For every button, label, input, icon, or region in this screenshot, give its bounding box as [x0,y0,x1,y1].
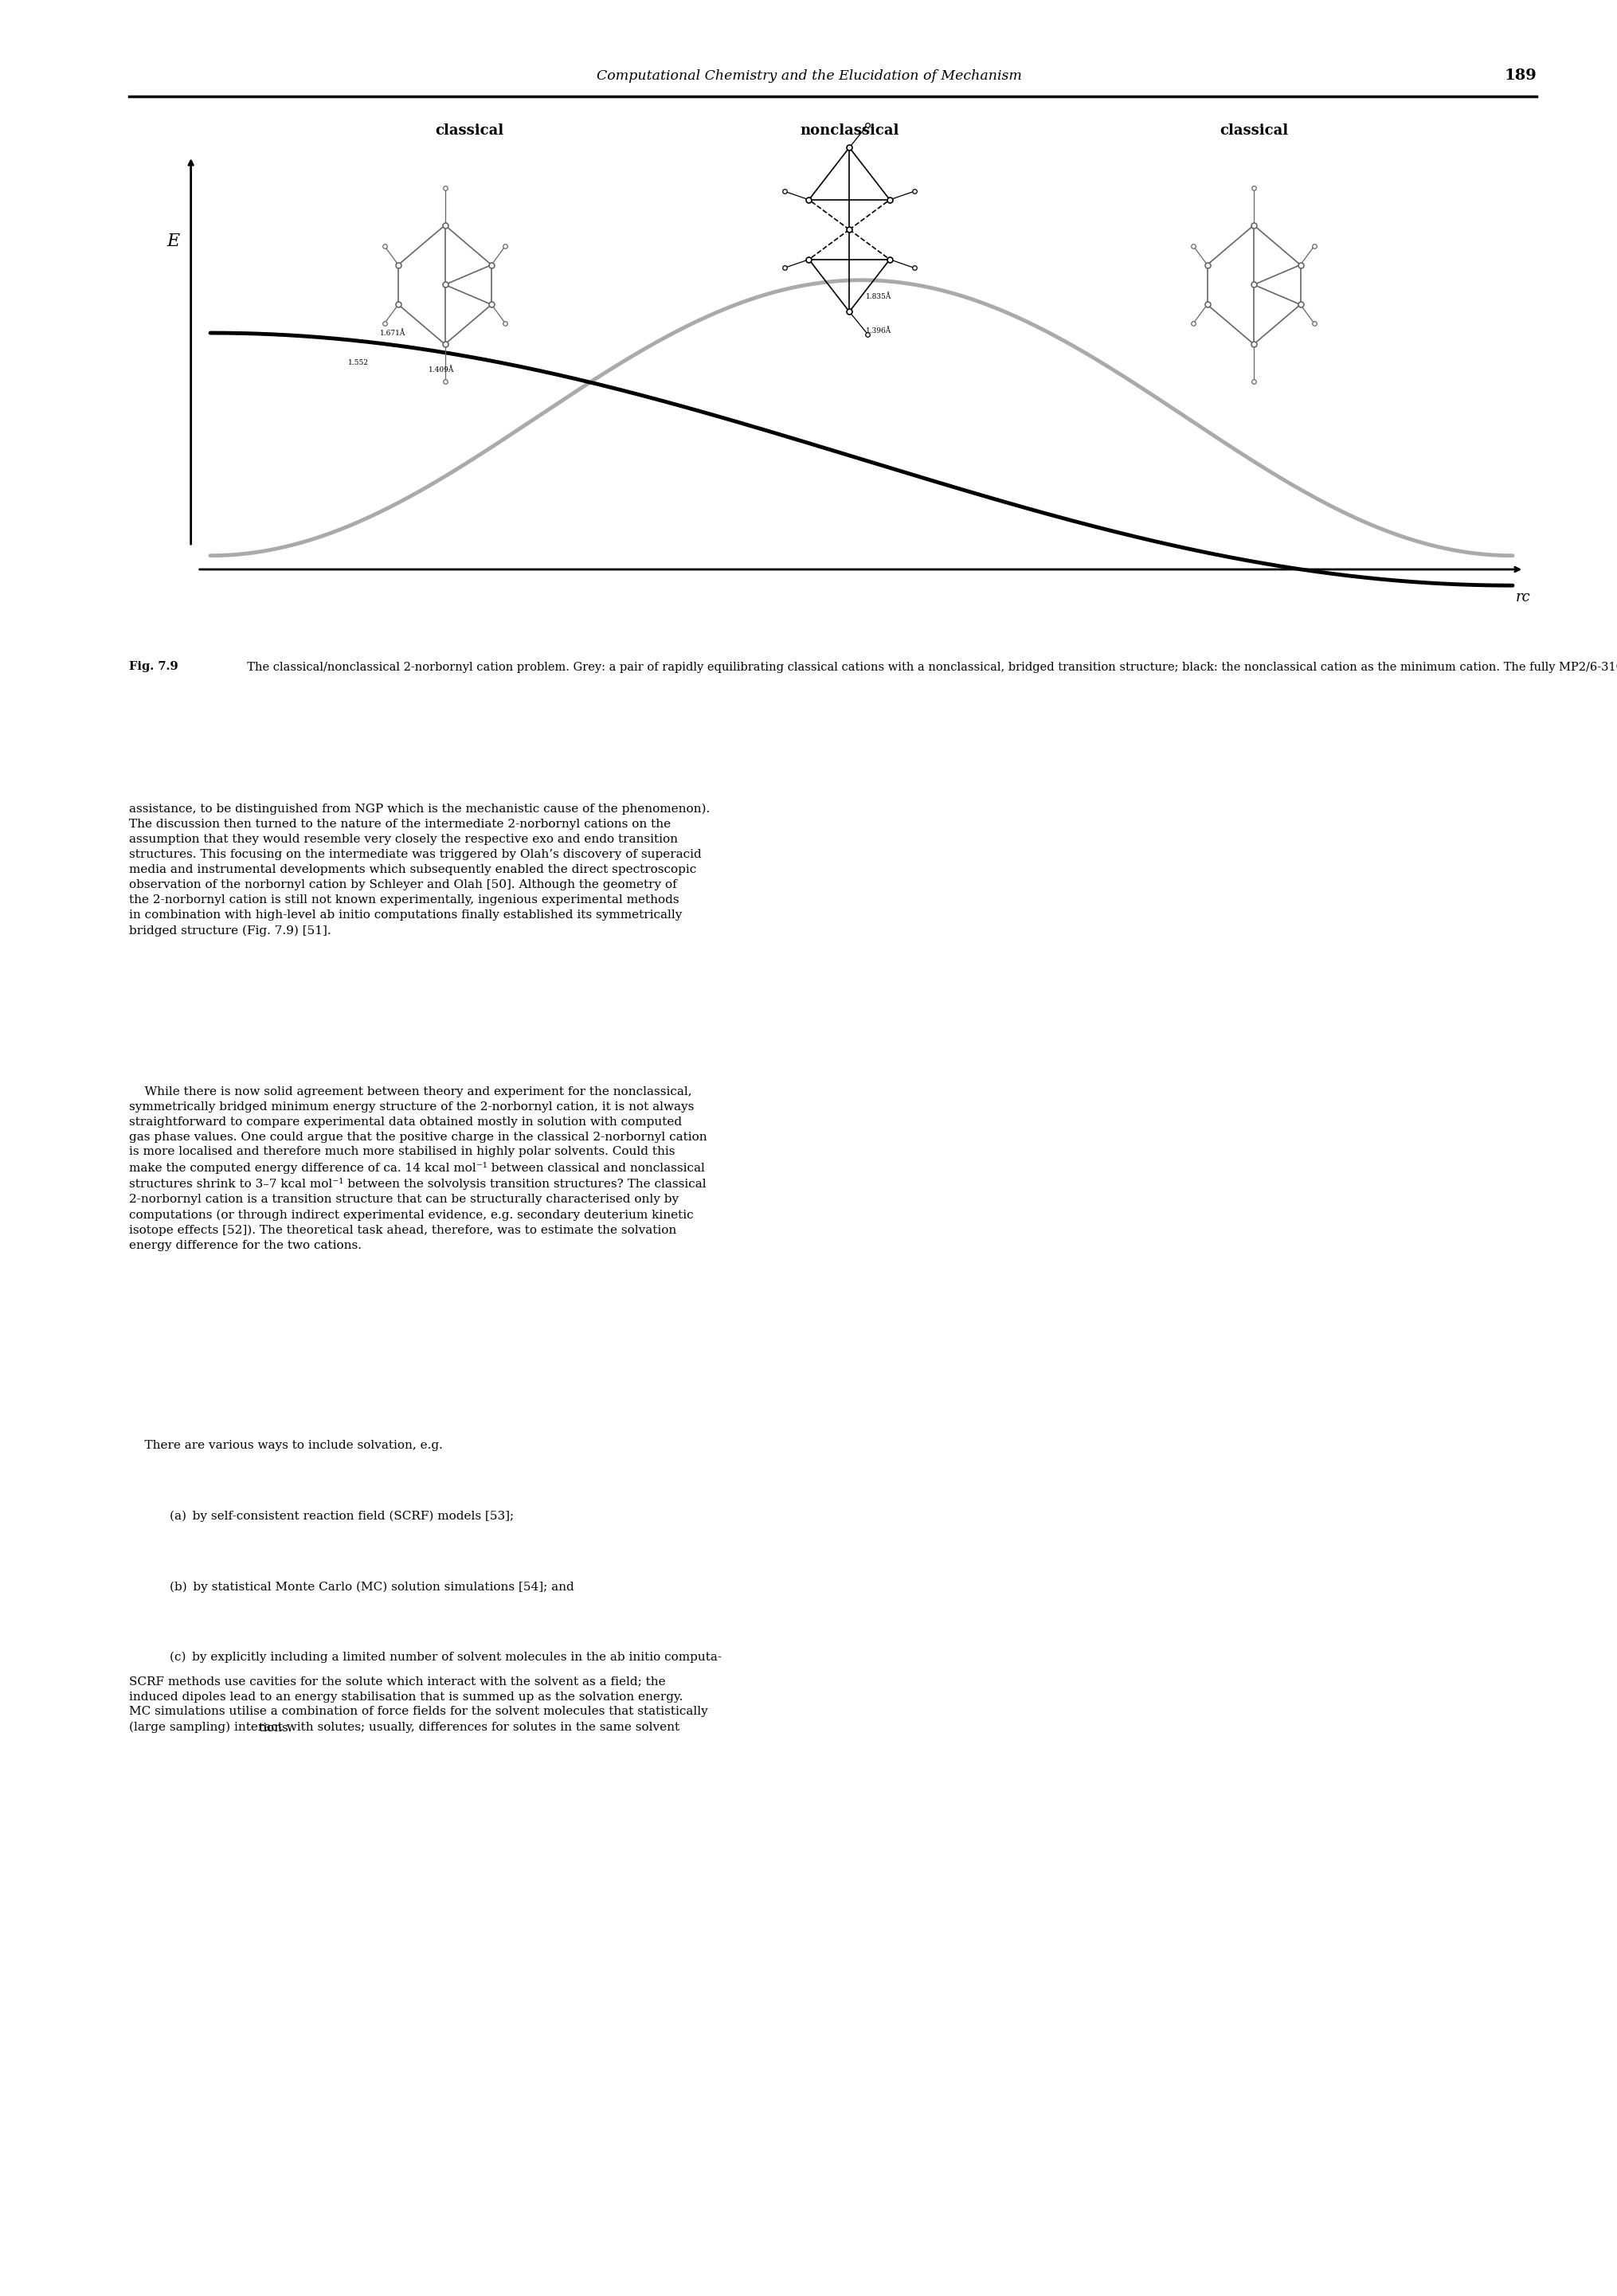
Text: Computational Chemistry and the Elucidation of Mechanism: Computational Chemistry and the Elucidat… [597,69,1020,83]
Text: classical: classical [1219,124,1287,138]
Text: (c) by explicitly including a limited number of solvent molecules in the ab init: (c) by explicitly including a limited nu… [170,1651,721,1662]
Text: (a) by self-consistent reaction field (SCRF) models [53];: (a) by self-consistent reaction field (S… [170,1511,514,1522]
Text: While there is now solid agreement between theory and experiment for the nonclas: While there is now solid agreement betwe… [129,1086,707,1251]
Text: 1.409Å: 1.409Å [429,367,454,374]
Text: 1.671Å: 1.671Å [380,331,406,338]
Text: nonclassical: nonclassical [799,124,899,138]
Text: Fig. 7.9: Fig. 7.9 [129,661,178,673]
Text: 1.552: 1.552 [348,360,369,367]
Text: tions.: tions. [259,1722,293,1733]
Text: (b) by statistical Monte Carlo (MC) solution simulations [54]; and: (b) by statistical Monte Carlo (MC) solu… [170,1582,574,1593]
Text: 189: 189 [1504,69,1536,83]
Text: There are various ways to include solvation, e.g.: There are various ways to include solvat… [129,1440,443,1451]
Text: E: E [167,232,179,250]
Text: SCRF methods use cavities for the solute which interact with the solvent as a fi: SCRF methods use cavities for the solute… [129,1676,708,1733]
Text: 1.396Å: 1.396Å [865,328,891,335]
Text: assistance, to be distinguished from NGP which is the mechanistic cause of the p: assistance, to be distinguished from NGP… [129,804,710,937]
Text: rc: rc [1515,590,1530,604]
Text: The classical/nonclassical 2-norbornyl cation problem. Grey: a pair of rapidly e: The classical/nonclassical 2-norbornyl c… [239,661,1617,673]
Text: 1.835Å: 1.835Å [865,294,891,301]
Text: classical: classical [435,124,503,138]
